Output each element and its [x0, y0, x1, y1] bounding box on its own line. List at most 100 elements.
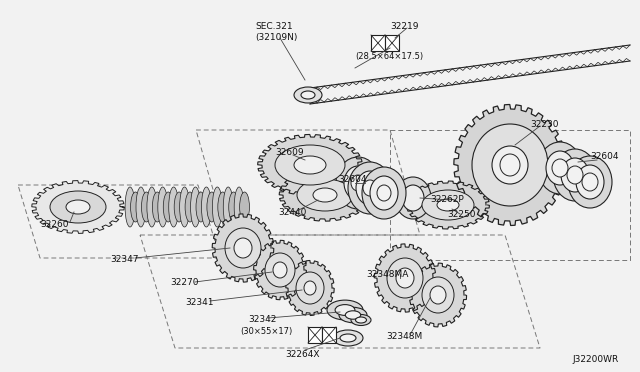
- Ellipse shape: [273, 262, 287, 278]
- Polygon shape: [374, 244, 436, 312]
- Ellipse shape: [387, 258, 423, 298]
- Ellipse shape: [265, 253, 295, 287]
- Text: 32262P: 32262P: [430, 195, 464, 204]
- Text: 32348M: 32348M: [386, 332, 422, 341]
- Text: J32200WR: J32200WR: [572, 355, 618, 364]
- Text: 32609: 32609: [275, 148, 303, 157]
- Ellipse shape: [402, 185, 424, 211]
- Text: (30×55×17): (30×55×17): [240, 327, 292, 336]
- Polygon shape: [258, 135, 362, 196]
- Ellipse shape: [582, 173, 598, 191]
- Text: (28.5×64×17.5): (28.5×64×17.5): [355, 52, 423, 61]
- Ellipse shape: [327, 300, 363, 320]
- Text: 32264X: 32264X: [285, 350, 319, 359]
- Ellipse shape: [185, 192, 195, 222]
- Bar: [385, 35, 399, 51]
- Text: 32270: 32270: [170, 278, 198, 287]
- Ellipse shape: [297, 179, 353, 211]
- Ellipse shape: [125, 187, 135, 227]
- Text: 32341: 32341: [185, 298, 214, 307]
- Ellipse shape: [335, 305, 355, 315]
- Ellipse shape: [396, 268, 414, 288]
- Ellipse shape: [348, 162, 392, 214]
- Polygon shape: [454, 105, 566, 225]
- Ellipse shape: [212, 187, 222, 227]
- Ellipse shape: [294, 156, 326, 174]
- Ellipse shape: [336, 157, 380, 209]
- Ellipse shape: [234, 187, 244, 227]
- Ellipse shape: [567, 166, 583, 184]
- Polygon shape: [410, 263, 467, 327]
- Ellipse shape: [152, 192, 162, 222]
- Bar: [308, 327, 322, 343]
- Ellipse shape: [174, 192, 184, 222]
- Polygon shape: [253, 240, 307, 300]
- Ellipse shape: [223, 187, 233, 227]
- Ellipse shape: [553, 149, 597, 201]
- Polygon shape: [406, 181, 490, 229]
- Ellipse shape: [568, 156, 612, 208]
- Ellipse shape: [351, 314, 371, 326]
- Ellipse shape: [362, 167, 406, 219]
- Ellipse shape: [356, 171, 384, 205]
- Bar: [322, 327, 336, 343]
- Ellipse shape: [196, 192, 206, 222]
- Text: (32109N): (32109N): [255, 33, 298, 42]
- Ellipse shape: [218, 192, 228, 222]
- Ellipse shape: [225, 228, 261, 268]
- Ellipse shape: [344, 166, 372, 200]
- Ellipse shape: [207, 192, 217, 222]
- Ellipse shape: [275, 145, 345, 185]
- Ellipse shape: [339, 307, 367, 323]
- Polygon shape: [32, 180, 124, 233]
- Text: SEC.321: SEC.321: [255, 22, 292, 31]
- Ellipse shape: [422, 190, 474, 220]
- Text: 32440: 32440: [278, 208, 307, 217]
- Ellipse shape: [228, 192, 239, 222]
- Ellipse shape: [301, 91, 315, 99]
- Ellipse shape: [163, 192, 173, 222]
- Text: 32604: 32604: [590, 152, 618, 161]
- Ellipse shape: [355, 317, 367, 323]
- Ellipse shape: [304, 281, 316, 295]
- Polygon shape: [212, 214, 274, 282]
- Ellipse shape: [472, 124, 548, 206]
- Text: 32342: 32342: [248, 315, 276, 324]
- Ellipse shape: [370, 176, 398, 210]
- Ellipse shape: [296, 272, 324, 304]
- Ellipse shape: [346, 311, 361, 319]
- Ellipse shape: [136, 187, 146, 227]
- Ellipse shape: [191, 187, 200, 227]
- Ellipse shape: [546, 151, 574, 185]
- Text: 32250: 32250: [447, 210, 476, 219]
- Ellipse shape: [351, 175, 365, 191]
- Ellipse shape: [538, 142, 582, 194]
- Ellipse shape: [500, 154, 520, 176]
- Ellipse shape: [180, 187, 189, 227]
- Ellipse shape: [561, 158, 589, 192]
- Ellipse shape: [50, 191, 106, 223]
- Ellipse shape: [202, 187, 211, 227]
- Ellipse shape: [333, 330, 363, 346]
- Ellipse shape: [377, 185, 391, 201]
- Text: 32347: 32347: [110, 255, 138, 264]
- Ellipse shape: [147, 187, 157, 227]
- Ellipse shape: [131, 192, 140, 222]
- Ellipse shape: [552, 159, 568, 177]
- Ellipse shape: [66, 200, 90, 214]
- Text: 32604: 32604: [338, 175, 367, 184]
- Ellipse shape: [363, 180, 377, 196]
- Ellipse shape: [141, 192, 151, 222]
- Ellipse shape: [234, 238, 252, 258]
- Ellipse shape: [313, 188, 337, 202]
- Ellipse shape: [492, 146, 528, 184]
- Text: 32348MA: 32348MA: [366, 270, 408, 279]
- Polygon shape: [286, 260, 334, 315]
- Ellipse shape: [395, 177, 431, 219]
- Text: 32230: 32230: [530, 120, 559, 129]
- Ellipse shape: [239, 192, 250, 222]
- Ellipse shape: [294, 87, 322, 103]
- Ellipse shape: [576, 165, 604, 199]
- Ellipse shape: [422, 277, 454, 313]
- Polygon shape: [279, 169, 371, 221]
